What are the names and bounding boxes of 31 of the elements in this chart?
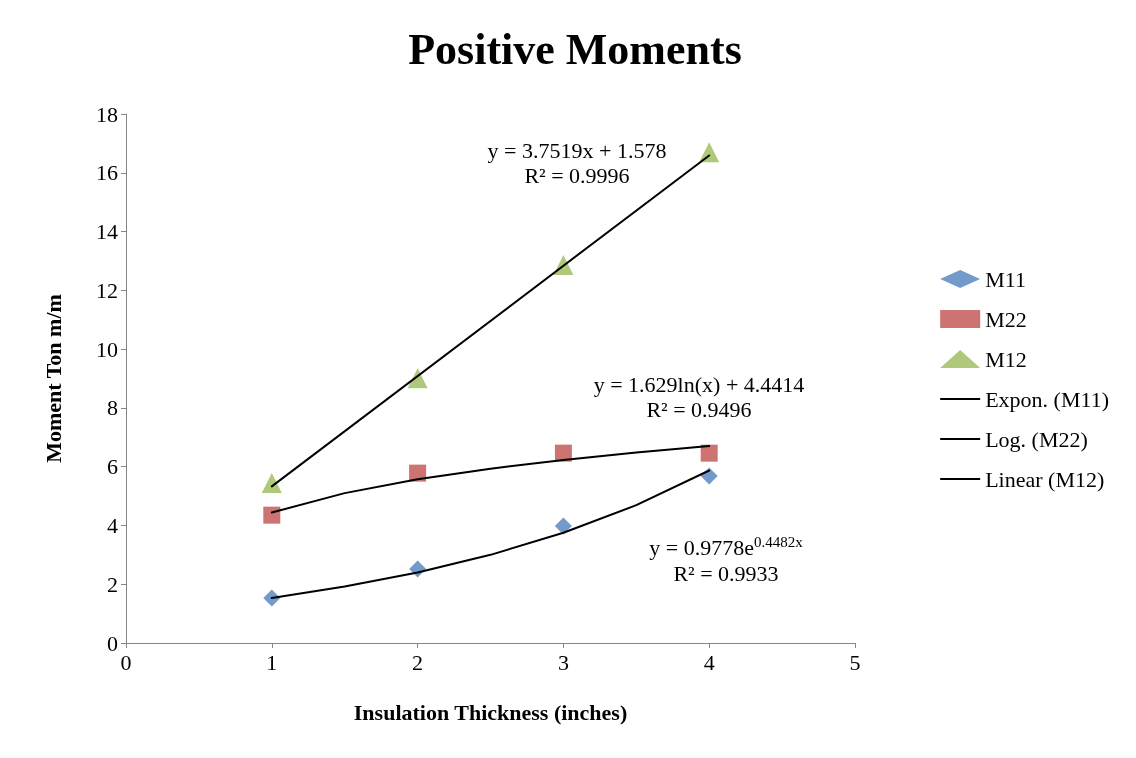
- annotation: y = 1.629ln(x) + 4.4414 R² = 0.9496: [593, 371, 805, 423]
- legend-label: M22: [985, 306, 1027, 332]
- x-tick-label: 1: [266, 649, 278, 675]
- point: [700, 467, 718, 485]
- y-tick-label: 4: [107, 512, 118, 538]
- legend-label: Expon. (M11): [985, 386, 1110, 412]
- legend-label: M11: [985, 266, 1026, 292]
- y-tick-label: 8: [107, 395, 118, 421]
- y-tick-label: 2: [107, 571, 118, 597]
- y-tick-label: 18: [96, 101, 118, 127]
- y-tick-label: 6: [107, 454, 118, 480]
- annotation: y = 0.9778e$^{0.4482x}$ R² = 0.9933: [649, 534, 803, 586]
- chart-title: Positive Moments: [408, 24, 742, 74]
- x-tick-label: 4: [703, 649, 715, 675]
- legend-label: Log. (M22): [985, 426, 1088, 452]
- y-tick-label: 0: [107, 630, 118, 656]
- y-tick-label: 10: [96, 336, 118, 362]
- y-tick-label: 14: [96, 219, 118, 245]
- y-tick-label: 12: [96, 277, 118, 303]
- x-tick-label: 5: [849, 649, 861, 675]
- x-axis-title: Insulation Thickness (inches): [353, 699, 628, 725]
- x-tick-label: 3: [557, 649, 569, 675]
- y-tick-label: 16: [96, 160, 118, 186]
- x-tick-label: 2: [412, 649, 424, 675]
- legend-label: Linear (M12): [985, 466, 1105, 492]
- point: [554, 517, 572, 535]
- annotation: y = 3.7519x + 1.578 R² = 0.9996: [487, 137, 667, 189]
- point: [700, 444, 718, 462]
- point: [263, 506, 281, 524]
- legend-label: M12: [985, 346, 1027, 372]
- y-axis-title: Moment Ton m/m: [40, 294, 66, 463]
